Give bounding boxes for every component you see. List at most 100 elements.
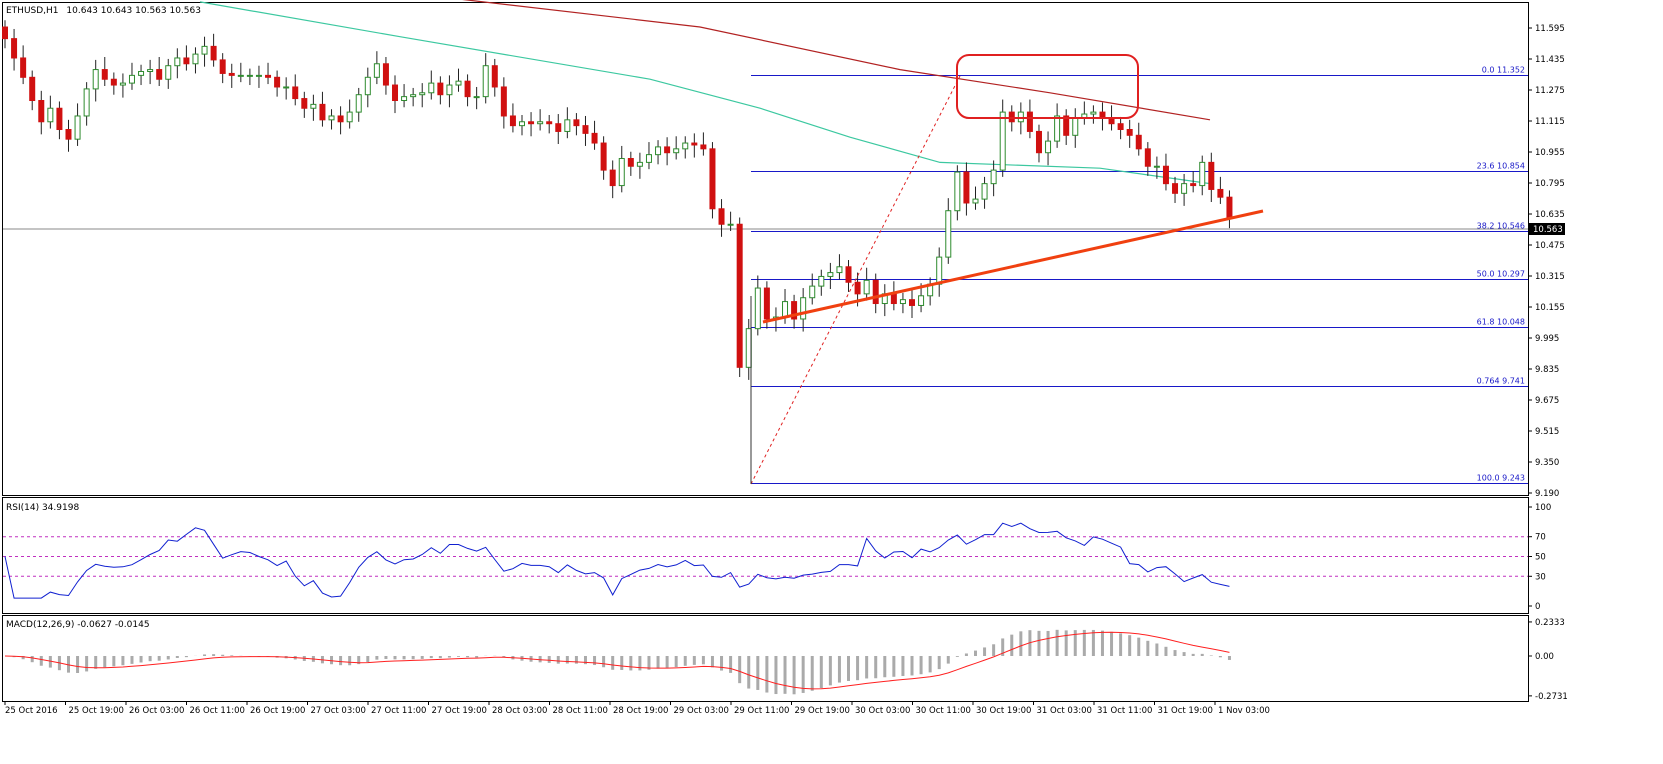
time-tick-label: 27 Oct 03:00 xyxy=(311,706,366,716)
candle-bear xyxy=(627,158,634,167)
highlight-box[interactable] xyxy=(956,54,1139,119)
candle-bear xyxy=(1126,129,1133,136)
time-tick-label: 26 Oct 19:00 xyxy=(250,706,305,716)
candle-bull xyxy=(809,285,816,299)
rsi-panel-frame xyxy=(2,497,1529,614)
candle-bear xyxy=(337,115,344,123)
candle-bear xyxy=(872,279,879,305)
candle-bull xyxy=(119,82,126,86)
candle-bear xyxy=(1172,183,1179,194)
support-trendline[interactable] xyxy=(762,209,1264,324)
time-tick-label: 25 Oct 2016 xyxy=(5,706,58,716)
candle-bear xyxy=(56,107,63,131)
candle-bear xyxy=(700,144,707,150)
panel-frames xyxy=(2,2,1529,702)
candle-bull xyxy=(782,301,789,318)
rsi-tick-label: 30 xyxy=(1535,572,1546,582)
candle-bear xyxy=(500,86,507,117)
candle-bull xyxy=(999,111,1006,171)
fibonacci-retracement[interactable]: 0.0 11.352 23.6 10.854 38.2 10.546 50.0 10.… xyxy=(751,66,1528,484)
candle-bull xyxy=(990,169,997,185)
candle-bear xyxy=(890,293,897,305)
macd-panel-frame xyxy=(2,615,1529,702)
candle-bull xyxy=(863,279,870,295)
fib-level-label: 50.0 10.297 xyxy=(1477,270,1525,279)
price-axis: 11.595 11.435 11.275 11.115 10.955 10.795 10.6… xyxy=(1528,24,1565,499)
time-tick-label: 27 Oct 11:00 xyxy=(371,706,426,716)
rsi-line xyxy=(4,522,1230,599)
price-tick-label: 10.475 xyxy=(1535,241,1565,251)
rsi-label: RSI(14) 34.9198 xyxy=(6,503,79,513)
candle-bear xyxy=(546,121,553,125)
candle-bull xyxy=(537,121,544,125)
candle-bull xyxy=(518,121,525,127)
time-tick-label: 28 Oct 03:00 xyxy=(492,706,547,716)
candle-bull xyxy=(972,198,979,204)
candle-bull xyxy=(201,45,208,55)
rsi-tick-label: 50 xyxy=(1535,553,1546,563)
time-tick-label: 26 Oct 03:00 xyxy=(129,706,184,716)
symbol-label: ETHUSD,H1 xyxy=(6,6,59,16)
candle-bear xyxy=(1008,111,1015,123)
candle-bull xyxy=(355,94,362,113)
candle-bull xyxy=(410,94,417,98)
candle-bull xyxy=(237,74,244,77)
candle-bull xyxy=(981,183,988,200)
candle-bear xyxy=(38,100,45,123)
candle-bear xyxy=(718,208,725,225)
time-tick-label: 29 Oct 19:00 xyxy=(795,706,850,716)
candle-bear xyxy=(555,123,562,132)
time-tick-label: 30 Oct 03:00 xyxy=(855,706,910,716)
price-tick-label: 11.115 xyxy=(1535,117,1565,127)
candle-bear xyxy=(1117,123,1124,131)
time-tick-label: 31 Oct 11:00 xyxy=(1097,706,1152,716)
candle-bull xyxy=(899,299,906,305)
candle-bear xyxy=(210,45,217,61)
candle-bull xyxy=(255,74,262,77)
candle-bull xyxy=(945,210,952,258)
time-tick-label: 1 Nov 03:00 xyxy=(1218,706,1270,716)
price-tick-label: 10.315 xyxy=(1535,272,1565,282)
candle-bull xyxy=(482,65,489,98)
main-panel-frame xyxy=(2,2,1529,496)
candle-bear xyxy=(791,301,798,320)
candle-bear xyxy=(1162,165,1169,185)
candle-bear xyxy=(382,63,389,86)
price-tick-label: 10.955 xyxy=(1535,148,1565,158)
candle-bear xyxy=(319,103,326,121)
time-tick-label: 31 Oct 19:00 xyxy=(1158,706,1213,716)
candle-bull xyxy=(373,63,380,78)
price-tick-label: 9.350 xyxy=(1535,458,1559,468)
candle-bull xyxy=(1181,183,1188,194)
candle-bull xyxy=(1153,165,1160,168)
price-tick-label: 11.435 xyxy=(1535,55,1565,65)
candle-bull xyxy=(918,295,925,306)
fib-anchor-line[interactable] xyxy=(750,75,961,485)
candle-bear xyxy=(464,80,471,98)
candle-bull xyxy=(165,65,172,80)
time-tick-label: 29 Oct 11:00 xyxy=(734,706,789,716)
candle-bear xyxy=(528,121,535,125)
rsi-tick-label: 70 xyxy=(1535,533,1546,543)
candle-bear xyxy=(1208,161,1215,190)
candle-bull xyxy=(1072,117,1079,136)
time-tick-label: 28 Oct 11:00 xyxy=(553,706,608,716)
fib-level-label: 23.6 10.854 xyxy=(1477,162,1525,171)
candle-bear xyxy=(228,72,235,76)
candle-bear xyxy=(110,78,117,86)
candle-bear xyxy=(1063,115,1070,136)
candle-bull xyxy=(645,154,652,163)
candle-bear xyxy=(1217,188,1224,198)
candle-bear xyxy=(582,125,589,134)
price-tick-label: 11.275 xyxy=(1535,86,1565,96)
candle-bear xyxy=(845,266,852,283)
candle-bear xyxy=(156,69,163,80)
candle-bear xyxy=(392,84,399,102)
candle-bear xyxy=(1135,134,1142,150)
candle-bull xyxy=(655,146,662,156)
candle-bear xyxy=(763,287,770,320)
symbol-header: ETHUSD,H1 10.643 10.643 10.563 10.563 xyxy=(6,6,201,16)
candle-bear xyxy=(909,299,915,306)
candle-bull xyxy=(1045,140,1052,154)
